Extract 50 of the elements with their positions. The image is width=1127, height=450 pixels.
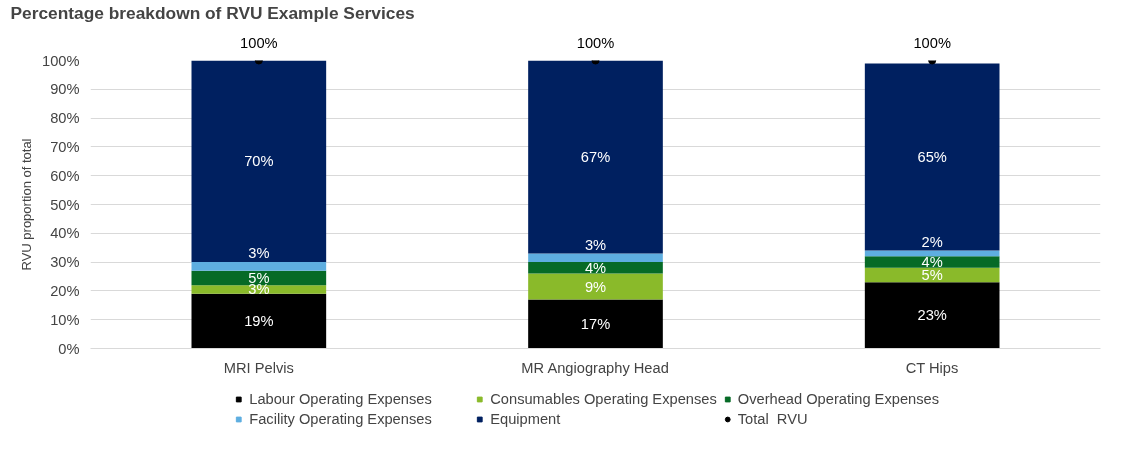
data-label: 67% xyxy=(580,148,611,165)
data-label: 100% xyxy=(240,34,278,51)
legend-label: Equipment xyxy=(490,411,562,427)
data-label: 70% xyxy=(244,153,274,170)
data-label: 4% xyxy=(584,259,607,276)
x-tick-label: CT Hips xyxy=(905,359,959,376)
bar xyxy=(191,262,327,271)
y-tick-label: 30% xyxy=(50,254,80,271)
bar xyxy=(864,63,1000,251)
y-tick-label: 60% xyxy=(50,167,80,184)
y-tick-label: 20% xyxy=(50,282,80,299)
bar xyxy=(864,267,1000,283)
y-axis-title: RVU proportion of total xyxy=(19,138,35,271)
y-tick-label: 50% xyxy=(50,196,80,213)
data-label: 5% xyxy=(248,269,270,286)
data-label: 19% xyxy=(244,313,274,330)
y-tick-label: 80% xyxy=(50,110,80,127)
x-tick-label: MR Angiography Head xyxy=(521,359,669,376)
data-label: 3% xyxy=(584,236,607,253)
data-label: 17% xyxy=(580,316,611,333)
chart-title: Percentage breakdown of RVU Example Services xyxy=(10,2,415,23)
legend-label: Labour Operating Expenses xyxy=(249,391,433,407)
data-label: 3% xyxy=(248,245,270,262)
data-label: 100% xyxy=(913,34,951,51)
bar xyxy=(191,293,327,349)
data-label: 65% xyxy=(917,148,947,165)
data-label: 2% xyxy=(921,233,943,250)
y-tick-label: 70% xyxy=(50,138,80,155)
bar xyxy=(528,299,663,349)
legend-label: Facility Operating Expenses xyxy=(249,411,433,427)
y-tick-label: 90% xyxy=(50,81,80,98)
y-tick-label: 100% xyxy=(42,52,80,69)
bar xyxy=(528,273,663,300)
bar xyxy=(864,256,1000,268)
y-tick-label: 10% xyxy=(50,311,80,328)
y-tick-label: 40% xyxy=(50,225,80,242)
legend-label: Total RVU xyxy=(737,411,809,427)
bar xyxy=(528,262,663,274)
legend-label: Consumables Operating Expenses xyxy=(490,391,717,407)
data-label: 100% xyxy=(576,34,615,51)
data-label: 9% xyxy=(584,278,607,295)
bar xyxy=(528,253,663,263)
bar xyxy=(191,285,327,294)
legend-label: Overhead Operating Expenses xyxy=(737,391,940,407)
bar xyxy=(864,282,1000,349)
x-tick-label: MRI Pelvis xyxy=(223,359,294,376)
bar xyxy=(191,60,327,263)
data-label: 23% xyxy=(917,307,947,324)
y-tick-label: 0% xyxy=(58,340,80,357)
bar xyxy=(528,60,663,254)
